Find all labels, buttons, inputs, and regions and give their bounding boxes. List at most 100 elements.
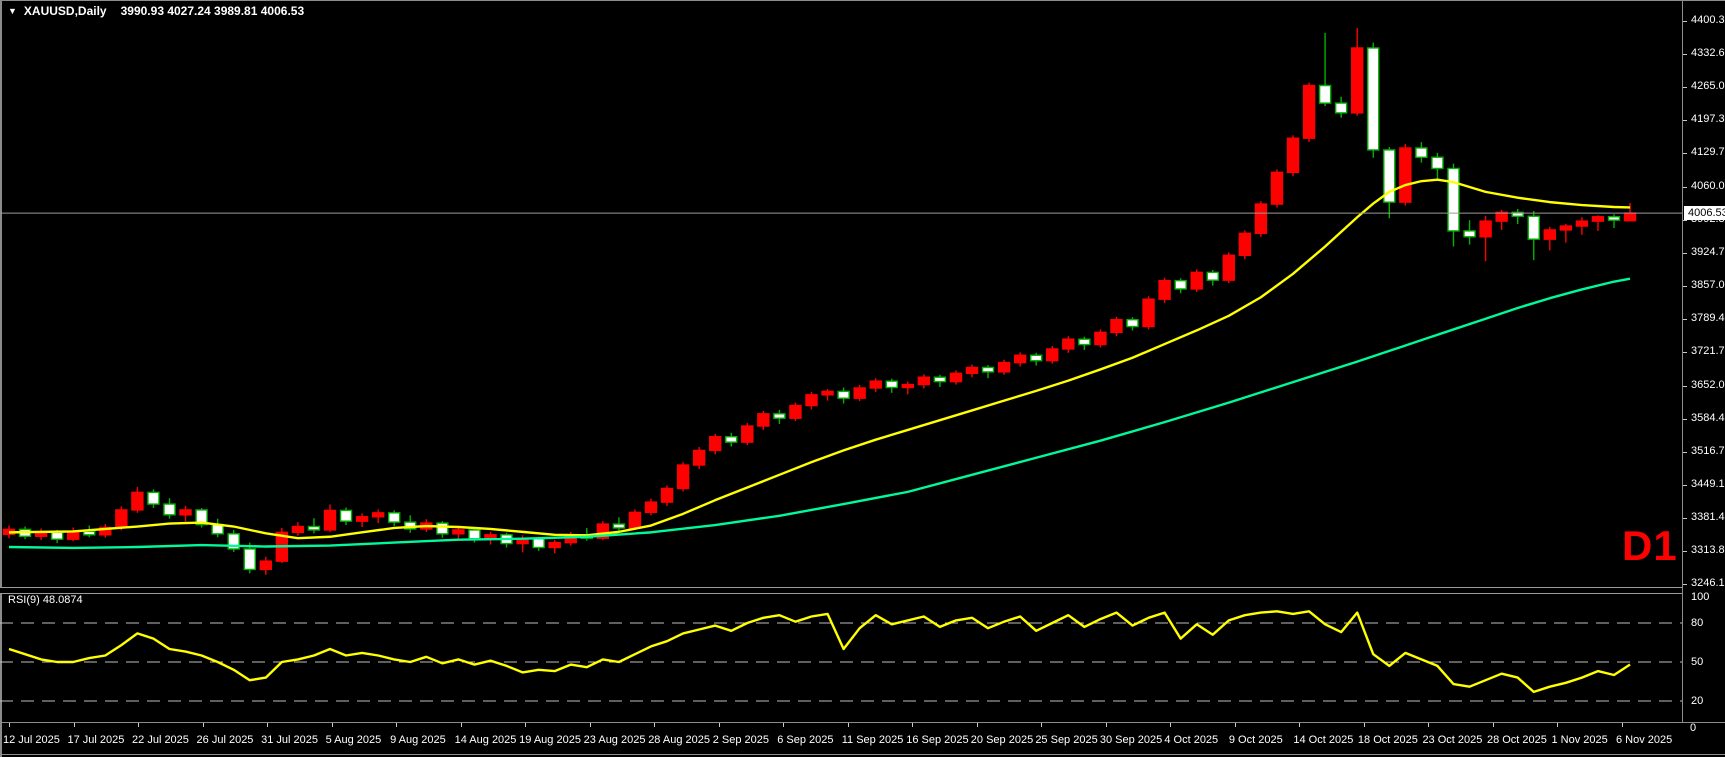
- time-axis-label: 28 Oct 2025: [1486, 734, 1547, 746]
- window-border-top: [0, 0, 1725, 1]
- price-axis-tick: [1683, 220, 1687, 221]
- price-axis-label: 3721.75: [1691, 345, 1725, 357]
- time-axis-tick: [1105, 723, 1107, 727]
- panel-splitter[interactable]: [0, 587, 1682, 594]
- price-axis-label: 4129.70: [1691, 146, 1725, 158]
- candle-bear: [1318, 84, 1332, 104]
- candle-bull: [1222, 254, 1236, 281]
- time-axis-tick: [912, 723, 914, 727]
- candle-bull: [115, 509, 128, 529]
- ma-fast-line: [8, 178, 1631, 540]
- time-axis-tick: [1363, 723, 1365, 727]
- candle-bull: [1495, 211, 1508, 222]
- price-axis-tick: [1683, 452, 1687, 453]
- time-axis-tick: [718, 723, 720, 727]
- time-axis[interactable]: 12 Jul 2025 17 Jul 2025 22 Jul 2025 26 Jul …: [0, 722, 1725, 756]
- price-axis-label: 3516.75: [1691, 445, 1725, 457]
- candle-bear: [1463, 230, 1476, 238]
- candle-bear: [468, 529, 481, 540]
- candle-bull: [1142, 298, 1155, 328]
- time-axis-label: 20 Sep 2025: [970, 734, 1034, 746]
- time-axis-tick: [1234, 723, 1236, 727]
- time-axis-tick: [525, 723, 527, 727]
- time-axis-tick: [589, 723, 591, 727]
- price-axis-label: 3246.15: [1691, 577, 1725, 589]
- price-chart-canvas[interactable]: [0, 0, 1682, 588]
- ma-slow-line: [8, 277, 1631, 550]
- candle-bull: [1479, 220, 1492, 238]
- candle-bull: [179, 509, 192, 516]
- candle-bull: [997, 361, 1011, 373]
- rsi-scale-label: 80: [1691, 617, 1704, 629]
- candle-bull: [1399, 147, 1412, 203]
- time-axis-label: 16 Sep 2025: [906, 734, 969, 746]
- candle-bull: [853, 387, 866, 399]
- candle-bear: [1029, 354, 1043, 362]
- time-axis-tick: [396, 723, 398, 727]
- candle-bear: [1607, 216, 1621, 221]
- candle-bear: [933, 376, 947, 383]
- time-axis-label: 14 Oct 2025: [1293, 734, 1354, 746]
- candle-bull: [355, 516, 369, 522]
- price-axis-tick: [1683, 485, 1687, 486]
- candle-bull: [1302, 84, 1316, 139]
- candle-bear: [981, 366, 995, 373]
- time-axis-label: 2 Sep 2025: [712, 734, 769, 746]
- rsi-line: [8, 610, 1631, 694]
- candle-bull: [371, 512, 385, 518]
- candle-bear: [1206, 271, 1219, 281]
- price-axis[interactable]: 4006.53 4400.30 4332.65 4265.00 4197.35 4129…: [1682, 0, 1725, 722]
- price-axis-label: 3652.05: [1691, 379, 1725, 391]
- candle-bear: [436, 522, 449, 535]
- candle-bull: [949, 372, 963, 383]
- symbol-dropdown-icon[interactable]: ▼: [8, 6, 17, 16]
- candle-bull: [628, 511, 642, 529]
- time-axis-label: 17 Jul 2025: [67, 734, 125, 746]
- time-axis-tick: [847, 723, 849, 727]
- time-axis-tick: [73, 723, 75, 727]
- candle-bear: [147, 491, 160, 505]
- candle-bear: [837, 390, 850, 399]
- candle-bull: [1350, 47, 1364, 114]
- price-axis-tick: [1683, 54, 1687, 55]
- time-axis-label: 18 Oct 2025: [1357, 734, 1418, 746]
- time-axis-label: 9 Oct 2025: [1228, 734, 1283, 746]
- ohlc-values: 3990.93 4027.24 3989.81 4006.53: [120, 4, 305, 18]
- rsi-panel-canvas[interactable]: [0, 592, 1682, 722]
- time-axis-tick: [1557, 723, 1559, 727]
- candle-bull: [709, 436, 722, 452]
- candle-bear: [50, 531, 64, 540]
- time-axis-label: 31 Jul 2025: [261, 734, 318, 746]
- price-axis-tick: [1683, 352, 1687, 353]
- symbol-period-label: XAUUSD,Daily: [23, 4, 107, 18]
- candle-bull: [789, 404, 802, 419]
- candle-bull: [676, 464, 690, 490]
- price-axis-tick: [1683, 551, 1687, 552]
- price-axis-label: 3789.40: [1691, 312, 1725, 324]
- candle-bull: [1158, 279, 1171, 300]
- price-axis-label: 4060.00: [1691, 180, 1725, 192]
- time-axis-tick: [976, 723, 978, 727]
- price-axis-tick: [1683, 584, 1687, 585]
- candle-bull: [1094, 331, 1107, 346]
- price-axis-label: 3313.80: [1691, 544, 1725, 556]
- time-axis-tick: [9, 723, 10, 727]
- candle-bull: [1254, 203, 1268, 235]
- candle-bull: [1238, 232, 1252, 256]
- time-axis-label: 9 Aug 2025: [390, 734, 446, 746]
- time-axis-label: 30 Sep 2025: [1099, 734, 1163, 746]
- price-axis-label: 3924.70: [1691, 246, 1725, 258]
- current-price-tag: 4006.53: [1684, 206, 1725, 221]
- candle-bear: [1126, 318, 1139, 328]
- time-axis-label: 4 Oct 2025: [1164, 734, 1219, 746]
- candle-bull: [821, 390, 834, 396]
- candle-bull: [1623, 212, 1637, 222]
- price-axis-tick: [1683, 120, 1687, 121]
- price-axis-tick: [1683, 253, 1687, 254]
- time-axis-tick: [654, 723, 656, 727]
- candle-bear: [1078, 338, 1091, 346]
- window-border-left: [0, 0, 2, 757]
- candle-bull: [660, 487, 674, 503]
- candle-bull: [1591, 216, 1605, 222]
- price-axis-label: 4265.00: [1691, 80, 1725, 92]
